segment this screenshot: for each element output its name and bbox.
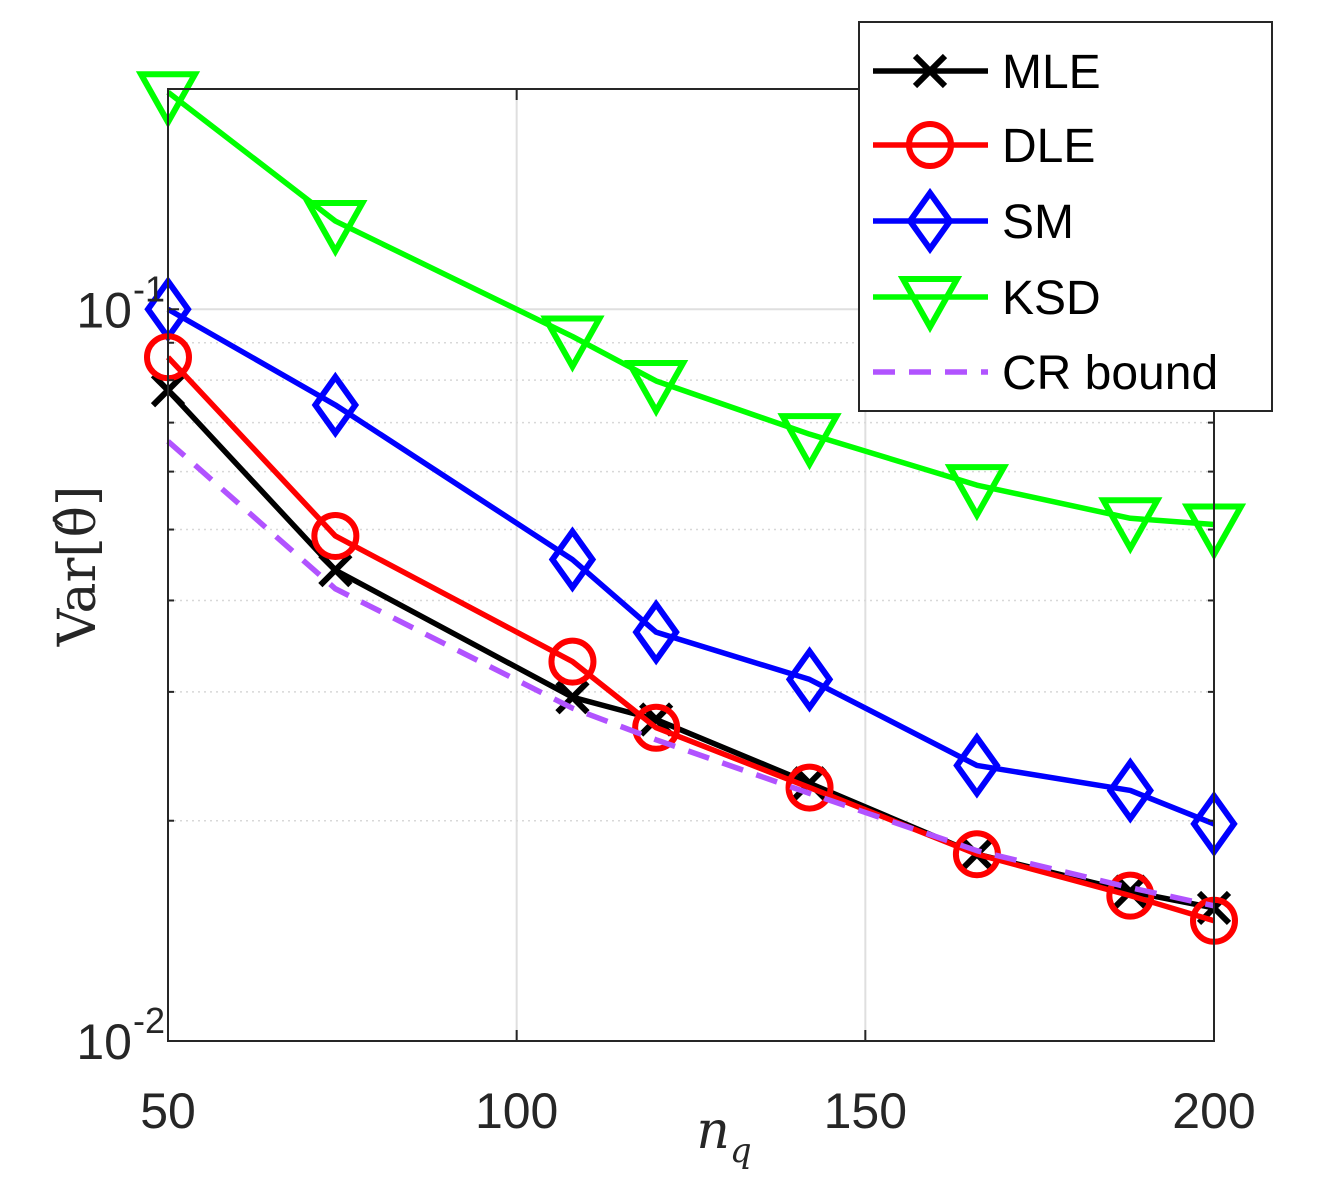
- data-point-ksd: [777, 413, 842, 471]
- legend-item-cr-bound: CR bound: [873, 347, 1218, 400]
- data-point-mle: [318, 553, 353, 588]
- series-ksd: [135, 71, 1247, 561]
- x-tick-label: 150: [824, 1083, 907, 1139]
- x-tick-label: 50: [140, 1083, 196, 1139]
- x-tick-label: 200: [1172, 1083, 1255, 1139]
- y-axis-label: Var[θ̂]: [48, 486, 108, 648]
- data-point-sm: [548, 526, 597, 593]
- series-line-ksd: [166, 90, 1215, 528]
- legend-label-ksd: KSD: [1002, 272, 1101, 325]
- data-point-ksd: [1098, 497, 1163, 555]
- data-point-dle: [632, 703, 681, 752]
- legend-item-ksd: KSD: [873, 272, 1101, 334]
- data-point-sm: [1106, 757, 1155, 824]
- series-line-dle: [165, 355, 1215, 924]
- data-point-dle: [311, 511, 360, 560]
- data-point-ksd: [303, 200, 368, 258]
- data-point-mle: [555, 680, 590, 715]
- data-point-dle: [785, 763, 834, 812]
- data-point-ksd: [624, 359, 689, 418]
- data-point-dle: [1106, 871, 1155, 920]
- data-point-mle: [1113, 874, 1148, 909]
- series-line-cr-bound: [166, 439, 1215, 909]
- legend-label-sm: SM: [1002, 196, 1074, 249]
- legend: MLE DLE SM KSD CR bound: [858, 21, 1273, 412]
- data-point-sm: [311, 371, 360, 439]
- y-tick-label-exponent: -1: [133, 268, 165, 309]
- legend-item-dle: DLE: [873, 120, 1095, 173]
- x-axis-label: n_q nq: [678, 1101, 752, 1171]
- series-line-mle: [165, 388, 1215, 911]
- y-tick-label-exponent: -2: [133, 1000, 165, 1041]
- legend-marker-dle: [906, 121, 954, 169]
- data-point-sm: [632, 599, 680, 666]
- series-cr-bound: [166, 439, 1215, 909]
- legend-marker-ksd: [897, 276, 963, 334]
- plot-frame: [167, 88, 1215, 1042]
- legend-label-dle: DLE: [1002, 120, 1095, 173]
- legend-label-cr-bound: CR bound: [1002, 347, 1218, 400]
- data-point-ksd: [135, 71, 201, 129]
- y-tick-label: 10: [76, 1014, 132, 1070]
- legend-marker-sm: [906, 187, 954, 255]
- series-line-sm: [166, 306, 1216, 827]
- legend-item-mle: MLE: [873, 46, 1101, 99]
- legend-box: [858, 21, 1273, 412]
- data-point-ksd: [540, 315, 605, 373]
- legend-label-mle: MLE: [1002, 46, 1101, 99]
- data-point-sm: [953, 732, 1001, 799]
- legend-item-sm: SM: [873, 187, 1074, 255]
- y-tick-label: 10: [76, 282, 132, 338]
- x-tick-label: 100: [475, 1083, 558, 1139]
- data-point-sm: [785, 646, 834, 713]
- y-axis-label-text: Var[θ̂]: [48, 486, 108, 648]
- legend-marker-mle: [912, 53, 948, 89]
- data-point-ksd: [944, 464, 1010, 522]
- x-axis-label-text: n_q: [678, 1147, 680, 1149]
- data-point-dle: [548, 637, 597, 686]
